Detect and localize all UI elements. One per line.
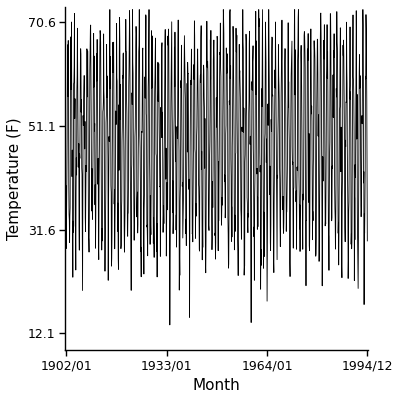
Y-axis label: Temperature (F): Temperature (F) <box>7 117 22 240</box>
X-axis label: Month: Month <box>193 378 240 393</box>
